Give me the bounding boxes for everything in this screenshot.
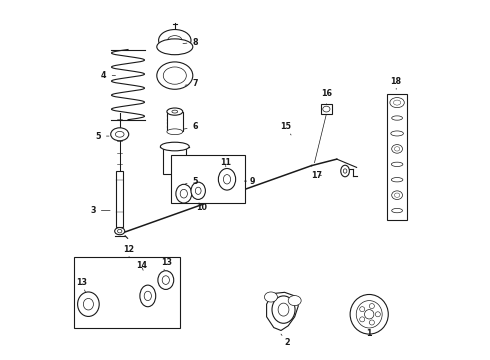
Ellipse shape bbox=[116, 131, 124, 137]
Ellipse shape bbox=[163, 67, 186, 84]
Ellipse shape bbox=[360, 307, 365, 312]
Ellipse shape bbox=[391, 131, 403, 136]
Ellipse shape bbox=[350, 294, 388, 334]
FancyBboxPatch shape bbox=[320, 104, 332, 114]
Ellipse shape bbox=[288, 296, 301, 306]
Ellipse shape bbox=[160, 142, 189, 151]
Text: 11: 11 bbox=[220, 158, 231, 167]
Ellipse shape bbox=[343, 169, 347, 173]
Text: 8: 8 bbox=[183, 37, 198, 46]
Ellipse shape bbox=[159, 30, 191, 51]
FancyBboxPatch shape bbox=[116, 171, 123, 227]
Ellipse shape bbox=[157, 39, 193, 55]
Ellipse shape bbox=[158, 271, 174, 289]
Ellipse shape bbox=[223, 175, 231, 184]
Ellipse shape bbox=[392, 191, 402, 199]
Ellipse shape bbox=[140, 285, 156, 307]
Ellipse shape bbox=[323, 106, 330, 112]
Text: 2: 2 bbox=[281, 334, 290, 347]
FancyBboxPatch shape bbox=[387, 94, 407, 220]
Text: 13: 13 bbox=[161, 258, 172, 270]
Ellipse shape bbox=[341, 165, 349, 177]
Ellipse shape bbox=[118, 229, 122, 233]
Ellipse shape bbox=[77, 292, 99, 316]
Text: 5: 5 bbox=[96, 132, 109, 140]
Text: 18: 18 bbox=[391, 77, 402, 89]
Ellipse shape bbox=[168, 36, 182, 45]
Ellipse shape bbox=[172, 110, 178, 113]
Ellipse shape bbox=[365, 310, 374, 319]
Ellipse shape bbox=[167, 108, 183, 115]
Ellipse shape bbox=[162, 276, 170, 284]
Ellipse shape bbox=[392, 208, 402, 213]
Ellipse shape bbox=[272, 296, 295, 323]
Ellipse shape bbox=[180, 189, 187, 198]
Text: 7: 7 bbox=[185, 79, 198, 88]
Text: 4: 4 bbox=[101, 71, 116, 80]
Ellipse shape bbox=[191, 182, 205, 199]
FancyBboxPatch shape bbox=[167, 112, 183, 131]
Ellipse shape bbox=[375, 312, 380, 317]
FancyBboxPatch shape bbox=[163, 147, 186, 174]
Ellipse shape bbox=[176, 184, 192, 203]
Ellipse shape bbox=[83, 298, 94, 310]
Ellipse shape bbox=[392, 177, 403, 182]
Text: 14: 14 bbox=[136, 261, 147, 270]
Text: 1: 1 bbox=[367, 323, 372, 338]
Ellipse shape bbox=[393, 100, 401, 105]
Text: 6: 6 bbox=[184, 122, 198, 131]
Text: 13: 13 bbox=[76, 278, 87, 292]
Ellipse shape bbox=[392, 162, 403, 166]
Ellipse shape bbox=[369, 303, 374, 309]
Text: 3: 3 bbox=[90, 206, 110, 215]
Text: 10: 10 bbox=[196, 202, 207, 211]
Ellipse shape bbox=[115, 228, 125, 235]
Text: 17: 17 bbox=[311, 171, 322, 180]
Ellipse shape bbox=[157, 62, 193, 89]
Ellipse shape bbox=[369, 320, 374, 325]
Ellipse shape bbox=[111, 128, 129, 141]
Ellipse shape bbox=[394, 147, 400, 151]
Ellipse shape bbox=[167, 129, 183, 135]
Text: 12: 12 bbox=[123, 245, 135, 257]
Text: 15: 15 bbox=[280, 122, 291, 135]
Text: 5: 5 bbox=[186, 177, 198, 186]
Text: 9: 9 bbox=[245, 177, 255, 186]
Ellipse shape bbox=[390, 98, 404, 108]
Ellipse shape bbox=[392, 116, 402, 120]
Ellipse shape bbox=[394, 193, 400, 197]
Ellipse shape bbox=[392, 145, 402, 153]
Ellipse shape bbox=[144, 291, 151, 301]
FancyBboxPatch shape bbox=[74, 257, 180, 328]
Text: 16: 16 bbox=[321, 89, 332, 104]
Polygon shape bbox=[267, 292, 298, 330]
Ellipse shape bbox=[360, 317, 365, 322]
Ellipse shape bbox=[219, 168, 236, 190]
FancyBboxPatch shape bbox=[171, 155, 245, 203]
Ellipse shape bbox=[356, 301, 382, 328]
Ellipse shape bbox=[265, 292, 277, 302]
Ellipse shape bbox=[278, 303, 289, 316]
Ellipse shape bbox=[196, 187, 201, 194]
